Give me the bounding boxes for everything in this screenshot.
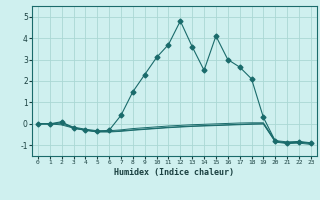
X-axis label: Humidex (Indice chaleur): Humidex (Indice chaleur) xyxy=(115,168,234,177)
